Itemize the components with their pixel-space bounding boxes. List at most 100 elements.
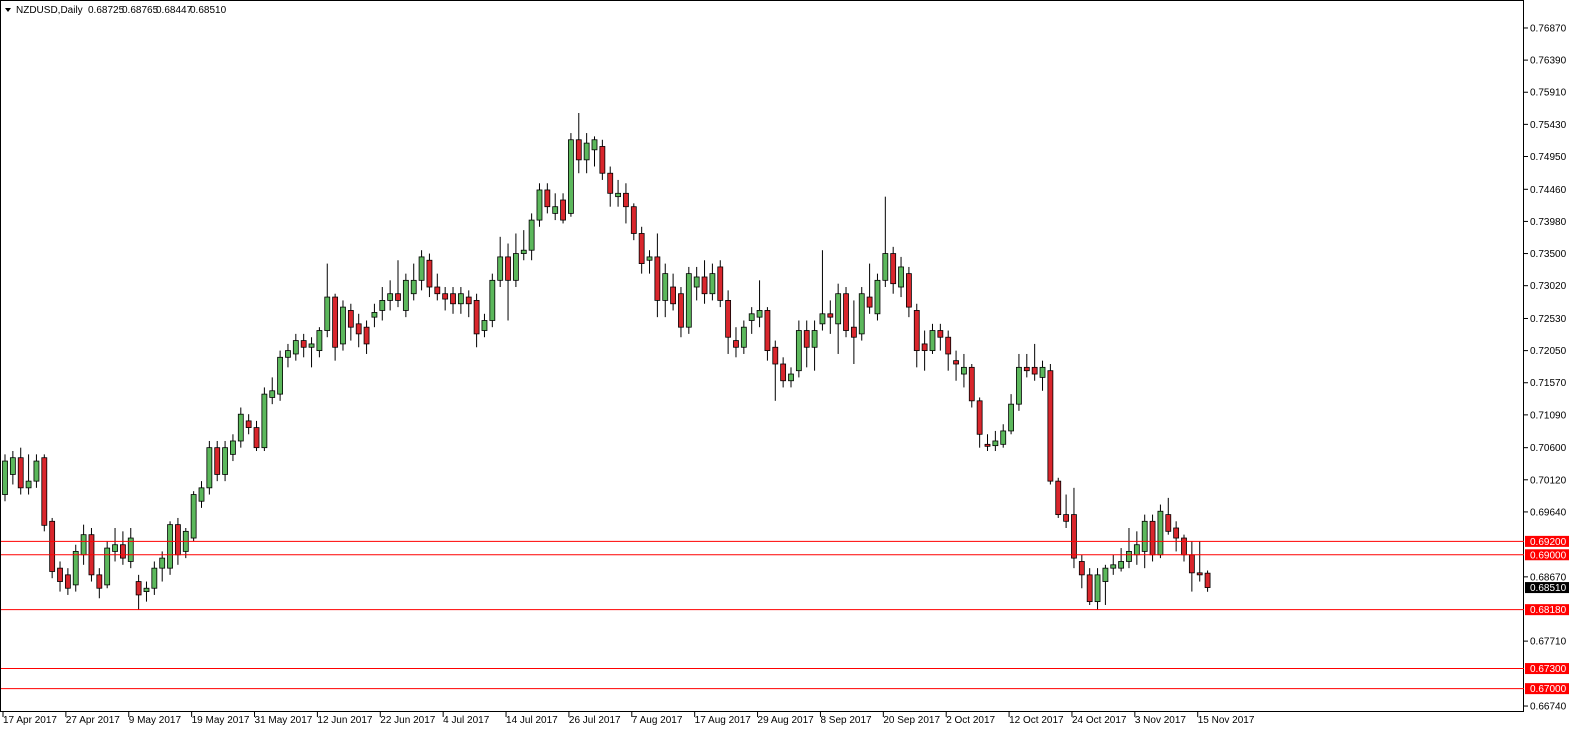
candle-body — [143, 587, 150, 592]
candle-body — [230, 440, 236, 455]
y-tick-label: 0.68670 — [1530, 572, 1567, 583]
candle-body — [9, 457, 16, 475]
y-tick-label: 0.74950 — [1530, 152, 1567, 163]
menu-arrow[interactable] — [5, 8, 11, 12]
candle-body — [285, 350, 291, 358]
candle-body — [898, 266, 904, 288]
candle-body — [316, 330, 323, 352]
y-tick-label: 0.73500 — [1530, 249, 1567, 260]
candle-body — [906, 273, 912, 308]
candle-body — [245, 420, 252, 428]
candle-body — [402, 279, 409, 311]
candle-body — [1204, 572, 1211, 588]
candle-body — [96, 574, 103, 589]
candle-body — [1055, 480, 1062, 516]
level-label: 0.67300 — [1530, 664, 1567, 675]
y-tick-label: 0.72530 — [1530, 314, 1567, 325]
y-tick-label: 0.70120 — [1530, 475, 1567, 486]
candle-body — [64, 574, 71, 589]
candle-body — [520, 249, 527, 254]
candle-body — [992, 440, 999, 447]
candle-body — [654, 256, 661, 301]
level-tag — [1525, 535, 1569, 547]
candle-body — [112, 544, 118, 552]
candle-body — [269, 390, 276, 398]
level-label: 0.69000 — [1530, 550, 1567, 561]
level-tag — [1525, 549, 1569, 561]
y-tick-label: 0.71090 — [1530, 410, 1567, 421]
candle-body — [1039, 366, 1046, 378]
candle-body — [253, 427, 260, 449]
level-tag — [1525, 663, 1569, 675]
candle-body — [607, 172, 614, 194]
candle-body — [756, 310, 763, 318]
candle-body — [33, 460, 40, 482]
y-tick-label: 0.76870 — [1530, 23, 1567, 34]
candle-body — [120, 544, 126, 559]
x-tick-label: 12 Oct 2017 — [1009, 715, 1064, 726]
symbol: NZDUSD,Daily — [16, 5, 83, 16]
candle-body — [214, 447, 221, 475]
candle-body — [104, 547, 111, 586]
candle-body — [237, 413, 244, 442]
x-tick-label: 26 Jul 2017 — [569, 715, 621, 726]
candle-body — [442, 293, 449, 300]
candle-body — [489, 279, 496, 321]
candle-body — [536, 189, 543, 221]
candle-body — [913, 310, 920, 352]
candle-body — [630, 206, 637, 234]
candle-body — [434, 286, 441, 295]
candle-body — [819, 313, 826, 325]
candle-body — [324, 296, 331, 331]
candle-body — [2, 460, 8, 495]
level-tag — [1525, 604, 1569, 616]
y-tick-label: 0.70600 — [1530, 443, 1567, 454]
x-tick-label: 31 May 2017 — [255, 715, 313, 726]
x-tick-label: 19 May 2017 — [192, 715, 250, 726]
x-tick-label: 3 Nov 2017 — [1135, 715, 1187, 726]
candle-body — [347, 310, 354, 328]
candle-body — [1165, 514, 1172, 532]
candle-body — [544, 189, 551, 208]
candle-body — [874, 279, 881, 315]
quote-low: 0.68447 — [156, 5, 193, 16]
candle-body — [678, 293, 684, 328]
candle-body — [513, 253, 519, 281]
candle-body — [135, 581, 142, 596]
y-tick-label: 0.69640 — [1530, 507, 1567, 518]
quote-close: 0.68510 — [190, 5, 227, 16]
candle-body — [1047, 370, 1054, 482]
candle-body — [953, 360, 959, 365]
candle-body — [57, 567, 63, 582]
candle-body — [1102, 567, 1109, 582]
y-tick-label: 0.75910 — [1530, 88, 1567, 99]
candle-body — [127, 537, 134, 562]
candle-body — [937, 330, 944, 338]
candle-body — [1063, 514, 1069, 522]
candle-body — [725, 300, 732, 338]
quote-open: 0.68725 — [88, 5, 125, 16]
candle-body — [599, 146, 606, 174]
y-tick-label: 0.76390 — [1530, 56, 1567, 67]
candle-body — [1133, 544, 1140, 556]
candle-body — [1173, 527, 1180, 539]
candle-body — [858, 293, 865, 335]
candle-body — [261, 393, 268, 449]
candle-body — [1008, 403, 1014, 432]
candle-body — [292, 340, 299, 355]
x-tick-label: 27 Apr 2017 — [66, 715, 120, 726]
y-tick-label: 0.74460 — [1530, 185, 1567, 196]
candle-body — [961, 366, 967, 375]
price-label: 0.68510 — [1530, 583, 1567, 594]
candle-body — [968, 366, 975, 402]
candle-body — [300, 340, 307, 348]
candle-body — [387, 293, 394, 301]
candle-body — [615, 192, 621, 198]
plot-frame — [0, 0, 1524, 712]
y-tick-label: 0.66740 — [1530, 702, 1567, 713]
level-tag — [1525, 683, 1569, 695]
candle-body — [685, 273, 692, 328]
y-tick-label: 0.71570 — [1530, 378, 1567, 389]
candle-body — [780, 363, 787, 382]
